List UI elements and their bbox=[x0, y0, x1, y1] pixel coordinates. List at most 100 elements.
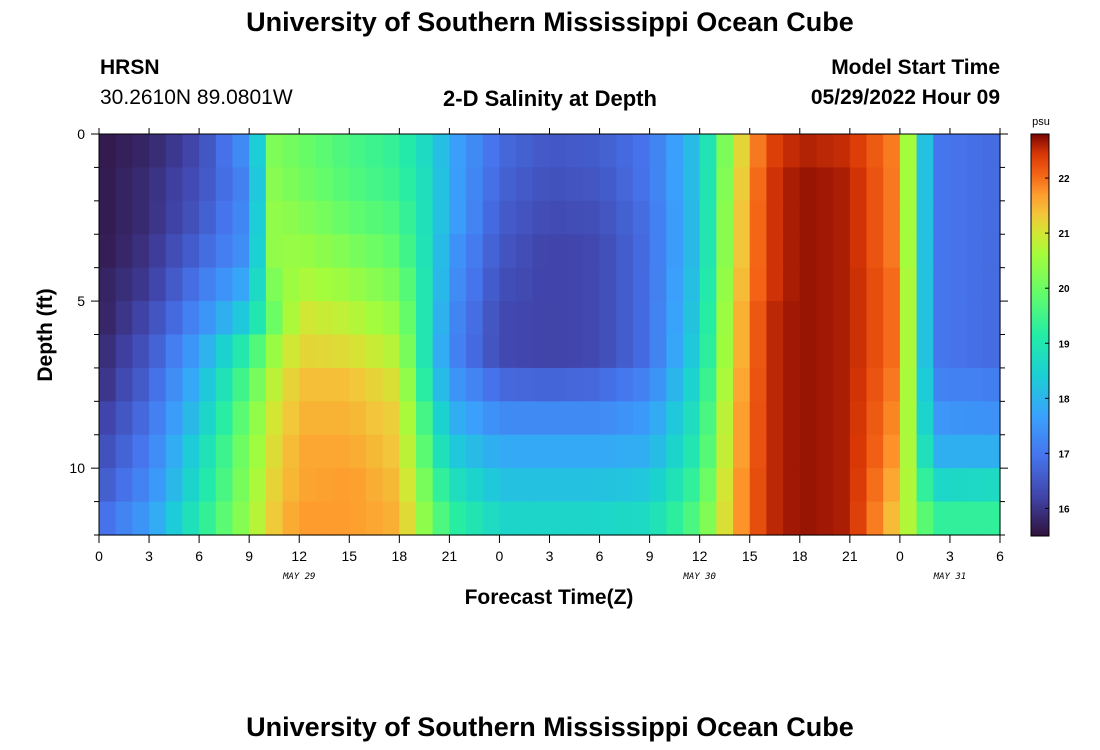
heatmap-cell bbox=[149, 367, 167, 402]
x-tick-label: 9 bbox=[646, 548, 654, 564]
heatmap-cell bbox=[549, 401, 567, 436]
heatmap-cell bbox=[265, 267, 284, 302]
heatmap-cell bbox=[315, 434, 334, 469]
heatmap-cell bbox=[165, 301, 184, 336]
heatmap-cell bbox=[699, 167, 717, 202]
heatmap-cell bbox=[132, 501, 150, 536]
heatmap-cell bbox=[482, 234, 501, 269]
heatmap-cell bbox=[365, 234, 384, 269]
model-start-label: Model Start Time bbox=[831, 56, 1000, 79]
heatmap-cell bbox=[566, 167, 584, 202]
x-tick-label: 21 bbox=[842, 548, 858, 564]
heatmap-cell bbox=[599, 334, 617, 369]
heatmap-cell bbox=[649, 468, 667, 503]
heatmap-cell bbox=[499, 367, 517, 402]
heatmap-cell bbox=[199, 468, 217, 503]
heatmap-cell bbox=[816, 200, 834, 235]
heatmap-cell bbox=[215, 234, 234, 269]
heatmap-cell bbox=[582, 501, 601, 536]
heatmap-cell bbox=[249, 401, 267, 436]
heatmap-cell bbox=[132, 401, 150, 436]
heatmap-cell bbox=[949, 200, 968, 235]
x-tick-label: 3 bbox=[546, 548, 554, 564]
heatmap-cell bbox=[966, 200, 984, 235]
heatmap-cell bbox=[532, 401, 551, 436]
heatmap-cell bbox=[99, 267, 117, 302]
heatmap-cell bbox=[716, 167, 734, 202]
x-axis: 0 3 6 9 12 15 18 21 0 3 6 9 12 15 18 21 0 3 6 MAY 29 MAY 30 M… bbox=[95, 128, 1004, 582]
heatmap-cell bbox=[783, 367, 801, 402]
heatmap-cell bbox=[899, 267, 918, 302]
heatmap-cell bbox=[632, 401, 651, 436]
heatmap-cell bbox=[482, 267, 501, 302]
heatmap-cell bbox=[766, 134, 784, 169]
heatmap-cell bbox=[599, 134, 617, 169]
heatmap-cell bbox=[766, 401, 784, 436]
heatmap-cell bbox=[315, 301, 334, 336]
heatmap-cell bbox=[399, 234, 417, 269]
heatmap-cell bbox=[199, 301, 217, 336]
heatmap-cell bbox=[566, 434, 584, 469]
heatmap-cell bbox=[99, 301, 117, 336]
heatmap-cell bbox=[299, 468, 317, 503]
heatmap-cell bbox=[215, 134, 234, 169]
heatmap-cell bbox=[115, 234, 133, 269]
heatmap-cell bbox=[899, 200, 918, 235]
heatmap-cell bbox=[766, 468, 784, 503]
heatmap-cell bbox=[599, 167, 617, 202]
heatmap-cell bbox=[432, 267, 450, 302]
heatmap-cell bbox=[682, 134, 701, 169]
heatmap-cell bbox=[265, 401, 284, 436]
heatmap-cell bbox=[332, 434, 350, 469]
heatmap-cell bbox=[566, 468, 584, 503]
heatmap-cell bbox=[783, 301, 801, 336]
heatmap-cell bbox=[232, 468, 250, 503]
heatmap-cell bbox=[682, 401, 701, 436]
heatmap-cell bbox=[733, 468, 751, 503]
heatmap-cell bbox=[866, 134, 884, 169]
heatmap-cell bbox=[599, 501, 617, 536]
heatmap-cell bbox=[232, 334, 250, 369]
heatmap-cell bbox=[399, 167, 417, 202]
heatmap-cell bbox=[933, 134, 951, 169]
heatmap-cell bbox=[816, 468, 834, 503]
heatmap-cell bbox=[449, 367, 467, 402]
heatmap-cell bbox=[582, 334, 601, 369]
heatmap-cell bbox=[816, 434, 834, 469]
heatmap-cell bbox=[699, 501, 717, 536]
heatmap-cell bbox=[649, 301, 667, 336]
heatmap-cell bbox=[282, 234, 300, 269]
heatmap-cell bbox=[516, 468, 534, 503]
heatmap-cell bbox=[766, 434, 784, 469]
heatmap-cell bbox=[582, 367, 601, 402]
heatmap-cell bbox=[766, 200, 784, 235]
heatmap-cell bbox=[382, 167, 400, 202]
heatmap-cell bbox=[983, 367, 1001, 402]
heatmap-cell bbox=[916, 334, 934, 369]
heatmap-cell bbox=[749, 134, 768, 169]
heatmap-cell bbox=[699, 200, 717, 235]
heatmap-cell bbox=[699, 367, 717, 402]
x-tick-label: 15 bbox=[742, 548, 758, 564]
heatmap-cell bbox=[833, 301, 851, 336]
footer-title: University of Southern Mississippi Ocean… bbox=[246, 712, 854, 742]
heatmap-cell bbox=[849, 267, 868, 302]
heatmap-cell bbox=[566, 301, 584, 336]
heatmap-cell bbox=[699, 301, 717, 336]
heatmap-cell bbox=[733, 367, 751, 402]
heatmap-cell bbox=[282, 367, 300, 402]
heatmap-cell bbox=[849, 334, 868, 369]
heatmap-cell bbox=[349, 267, 367, 302]
heatmap-cell bbox=[966, 468, 984, 503]
heatmap-cell bbox=[582, 167, 601, 202]
heatmap-cell bbox=[165, 367, 184, 402]
heatmap-cell bbox=[199, 501, 217, 536]
heatmap-cell bbox=[866, 301, 884, 336]
heatmap-cell bbox=[682, 301, 701, 336]
heatmap-cell bbox=[416, 167, 434, 202]
heatmap-cell bbox=[382, 501, 400, 536]
heatmap-cell bbox=[916, 267, 934, 302]
heatmap-cell bbox=[365, 334, 384, 369]
heatmap-cell bbox=[299, 501, 317, 536]
heatmap-cell bbox=[983, 267, 1001, 302]
